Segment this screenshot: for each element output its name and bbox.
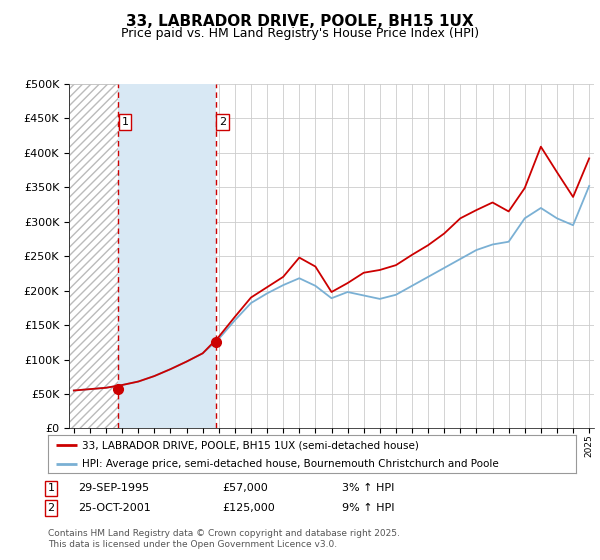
Text: 33, LABRADOR DRIVE, POOLE, BH15 1UX: 33, LABRADOR DRIVE, POOLE, BH15 1UX (126, 14, 474, 29)
Text: 2: 2 (47, 503, 55, 513)
Text: 1: 1 (47, 483, 55, 493)
Bar (118, 84, 216, 428)
Text: £125,000: £125,000 (222, 503, 275, 513)
Text: 29-SEP-1995: 29-SEP-1995 (78, 483, 149, 493)
Bar (69, 84, 118, 428)
Text: 1: 1 (121, 117, 128, 127)
Text: Price paid vs. HM Land Registry's House Price Index (HPI): Price paid vs. HM Land Registry's House … (121, 27, 479, 40)
Text: 25-OCT-2001: 25-OCT-2001 (78, 503, 151, 513)
Text: 2: 2 (219, 117, 226, 127)
Text: Contains HM Land Registry data © Crown copyright and database right 2025.
This d: Contains HM Land Registry data © Crown c… (48, 529, 400, 549)
Text: 3% ↑ HPI: 3% ↑ HPI (342, 483, 394, 493)
Text: £57,000: £57,000 (222, 483, 268, 493)
Text: 9% ↑ HPI: 9% ↑ HPI (342, 503, 395, 513)
Text: 33, LABRADOR DRIVE, POOLE, BH15 1UX (semi-detached house): 33, LABRADOR DRIVE, POOLE, BH15 1UX (sem… (82, 440, 419, 450)
Text: HPI: Average price, semi-detached house, Bournemouth Christchurch and Poole: HPI: Average price, semi-detached house,… (82, 459, 499, 469)
